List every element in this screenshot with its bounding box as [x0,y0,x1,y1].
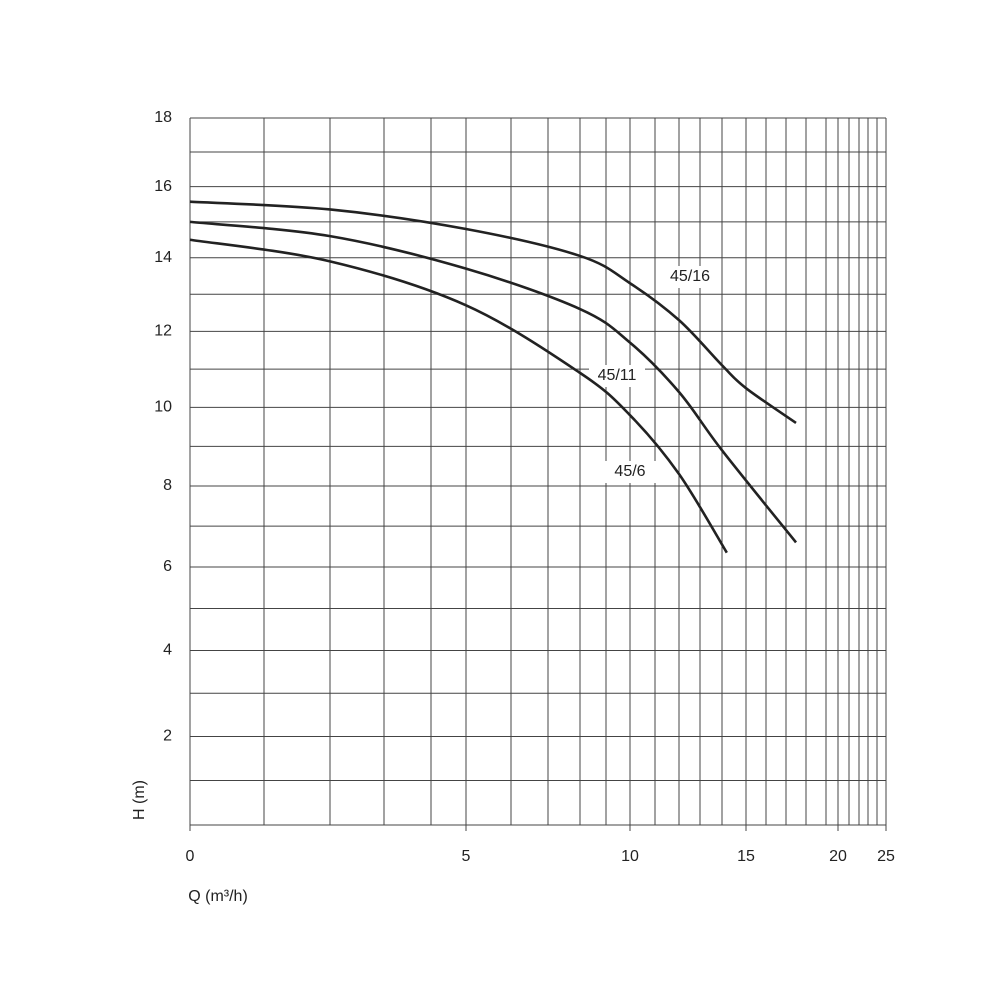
series-label: 45/6 [614,463,645,480]
x-tick-label: 5 [462,848,471,865]
x-tick-label: 10 [621,848,639,865]
y-tick-label: 12 [154,323,172,340]
label-background [602,461,658,483]
curve [189,200,797,424]
x-axis-label: Q (m³/h) [188,888,248,905]
label-background [662,266,718,288]
y-tick-label: 2 [163,728,172,745]
y-tick-label: 16 [154,178,172,195]
y-tick-label: 6 [163,558,172,575]
y-axis-label: H (m) [131,780,148,820]
y-tick-label: 4 [163,642,172,659]
y-tick-label: 10 [154,399,172,416]
x-tick-label: 20 [829,848,847,865]
series-label: 45/16 [670,268,710,285]
curve [189,238,728,554]
x-tick-label: 25 [877,848,895,865]
curve [189,220,798,544]
series-label: 45/11 [598,367,637,384]
x-tick-label: 15 [737,848,755,865]
y-tick-label: 14 [154,249,172,266]
y-tick-label: 8 [163,477,172,494]
y-tick-label: 18 [154,109,172,126]
x-tick-label: 0 [186,848,195,865]
label-background [589,365,645,387]
